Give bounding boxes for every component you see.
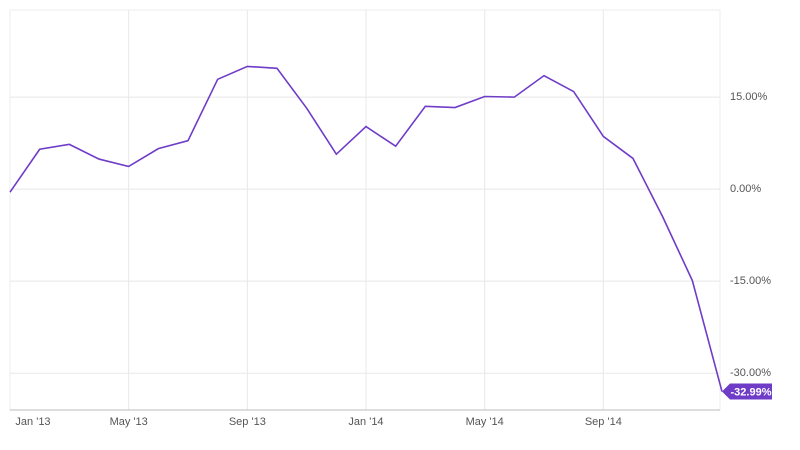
x-tick-label: May '14 — [466, 416, 504, 428]
end-label-box — [722, 383, 772, 400]
end-label: -32.99% — [731, 386, 772, 398]
plot-frame — [9, 9, 721, 411]
x-tick-label: Jan '13 — [15, 416, 50, 428]
line-series — [9, 65, 723, 392]
y-tick-label: 15.00% — [730, 91, 768, 103]
y-tick-label: 0.00% — [730, 183, 761, 195]
y-tick-label: -15.00% — [730, 275, 771, 287]
x-tick-label: Sep '14 — [585, 416, 622, 428]
x-tick-label: Sep '13 — [229, 416, 266, 428]
x-tick-label: Jan '14 — [348, 416, 383, 428]
x-tick-label: May '13 — [110, 416, 148, 428]
y-tick-label: -30.00% — [730, 367, 771, 379]
